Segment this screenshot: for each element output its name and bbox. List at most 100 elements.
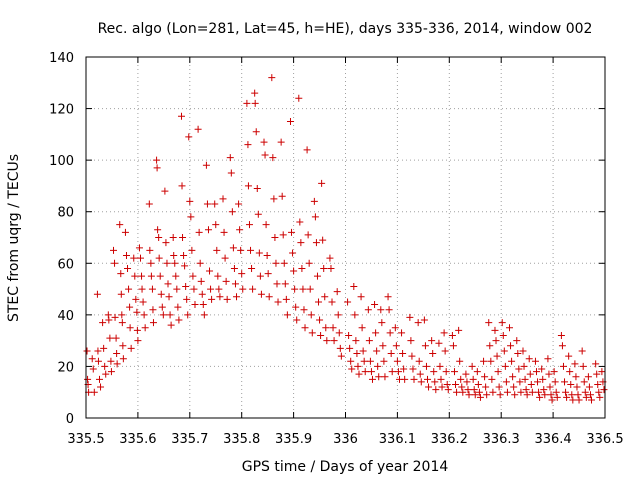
data-point	[360, 357, 368, 365]
data-point	[181, 262, 189, 270]
data-point	[185, 133, 193, 141]
data-point	[229, 244, 237, 252]
data-point	[111, 259, 119, 267]
data-point	[222, 277, 230, 285]
data-point	[381, 373, 389, 381]
data-point	[316, 316, 324, 324]
data-point	[416, 370, 424, 378]
data-point	[595, 388, 603, 396]
data-point	[361, 368, 369, 376]
data-point	[84, 375, 92, 383]
x-tick-labels: 335.5 335.6 335.7 335.8 335.9 336 336.1 336.2 33…	[67, 432, 623, 447]
data-point	[355, 370, 363, 378]
data-point	[162, 239, 170, 247]
data-point	[581, 388, 589, 396]
data-point	[315, 298, 323, 306]
y-axis-label: STEC from uqrg / TECUs	[6, 154, 22, 322]
data-point	[550, 368, 558, 376]
data-point	[521, 375, 529, 383]
data-point	[254, 210, 262, 218]
data-point	[282, 295, 290, 303]
x-tick-label: 336.2	[431, 432, 468, 447]
data-point	[469, 375, 477, 383]
data-point	[476, 393, 484, 401]
data-point	[320, 264, 328, 272]
data-point	[194, 125, 202, 133]
data-point	[132, 295, 140, 303]
data-point	[368, 375, 376, 383]
data-point	[179, 234, 187, 241]
data-point	[345, 331, 353, 339]
data-point	[494, 368, 502, 376]
data-point	[522, 386, 530, 394]
data-point	[417, 378, 425, 386]
data-point	[452, 380, 460, 388]
data-point	[107, 368, 115, 376]
data-point	[561, 378, 569, 386]
data-point	[238, 270, 246, 278]
data-point	[107, 357, 115, 365]
data-point	[113, 350, 121, 358]
data-point	[420, 316, 428, 324]
data-point	[304, 231, 312, 239]
x-tick-label: 336.5	[586, 432, 623, 447]
data-point	[149, 319, 157, 327]
data-point	[207, 285, 215, 293]
data-point	[393, 357, 401, 365]
data-point	[498, 319, 506, 327]
data-point	[398, 329, 406, 337]
data-point	[430, 368, 438, 376]
data-point	[154, 226, 162, 234]
x-tick-label: 336.4	[534, 432, 571, 447]
data-point	[127, 344, 135, 352]
data-point	[190, 285, 198, 293]
data-point	[358, 324, 366, 332]
x-tick-label: 336	[333, 432, 358, 447]
data-point	[101, 362, 109, 370]
data-point	[492, 337, 500, 345]
data-point	[298, 264, 306, 272]
y-tick-labels: 0 20 40 60 80 100 120 140	[49, 51, 74, 427]
data-point	[118, 311, 126, 319]
data-point	[442, 368, 450, 376]
data-point	[387, 350, 395, 358]
data-point	[449, 342, 457, 350]
data-point	[274, 298, 282, 306]
data-point	[277, 138, 285, 146]
data-point	[473, 368, 481, 376]
data-point	[364, 306, 372, 314]
data-point	[94, 347, 102, 355]
data-point	[536, 393, 544, 401]
data-point	[265, 293, 273, 301]
data-point	[116, 221, 124, 229]
data-point	[485, 319, 493, 327]
data-point	[359, 347, 367, 355]
data-point	[386, 329, 394, 337]
y-tick-label: 120	[49, 103, 74, 118]
data-point	[509, 373, 517, 381]
data-point	[557, 331, 565, 339]
data-point	[568, 391, 576, 399]
data-point	[491, 326, 499, 334]
data-point	[594, 380, 602, 388]
data-point	[593, 370, 601, 378]
data-point	[545, 370, 553, 378]
data-point	[113, 360, 121, 368]
data-point	[112, 334, 120, 342]
data-point	[399, 350, 407, 358]
data-point	[330, 337, 338, 345]
data-point	[459, 388, 467, 396]
data-point	[458, 383, 466, 391]
data-point	[296, 218, 304, 226]
data-point	[189, 272, 197, 280]
y-tick-label: 80	[57, 206, 74, 221]
data-point	[197, 277, 205, 285]
data-point	[562, 388, 570, 396]
data-point	[534, 378, 542, 386]
data-point	[377, 306, 385, 314]
data-point	[347, 357, 355, 365]
data-point	[208, 295, 216, 303]
x-tick-label: 336.1	[379, 432, 416, 447]
data-point	[489, 388, 497, 396]
data-point	[134, 337, 142, 345]
